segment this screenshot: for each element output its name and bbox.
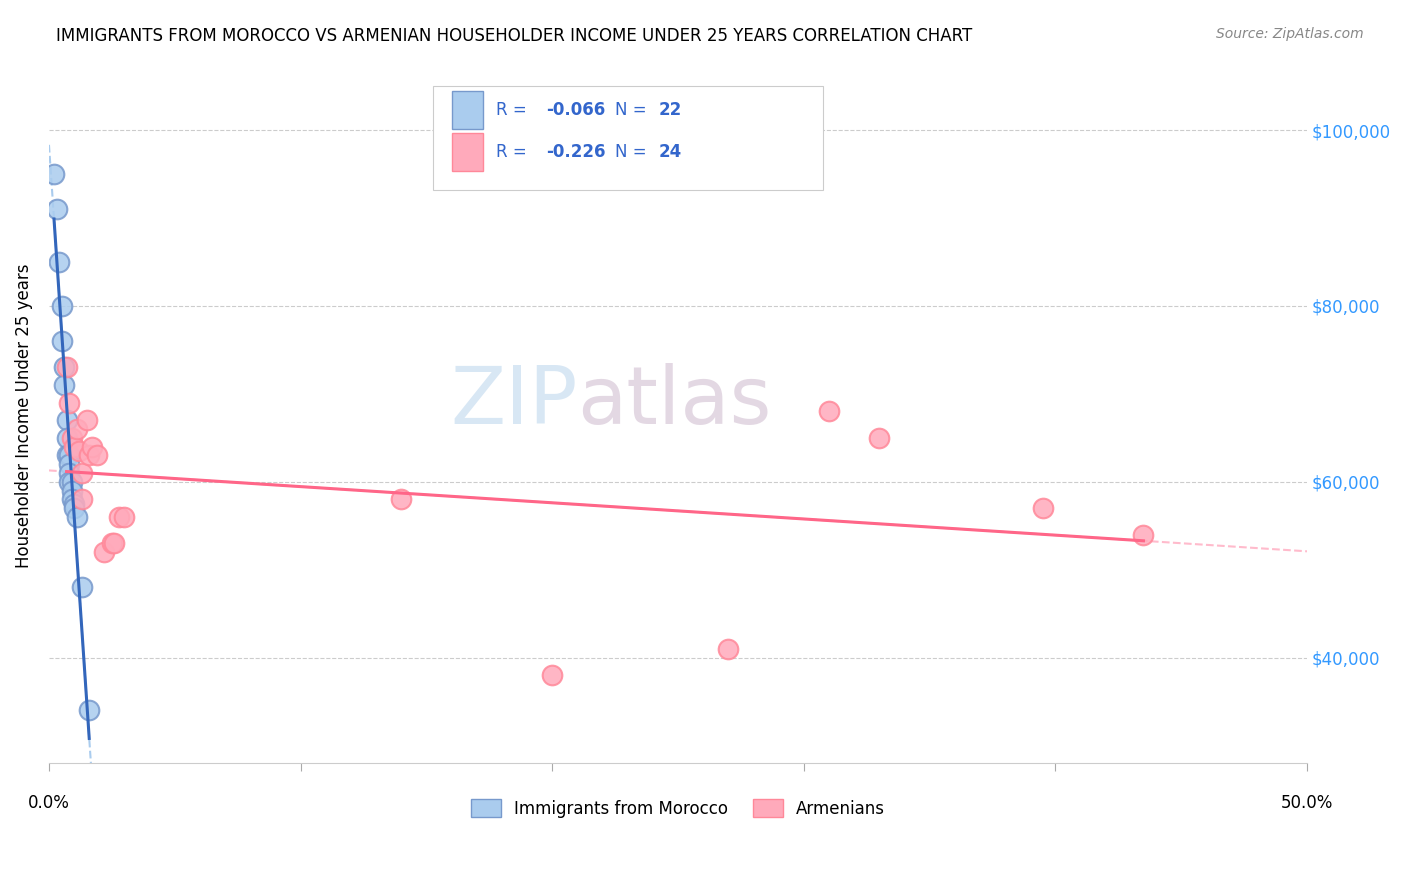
Point: [101, 536, 124, 550]
Text: N =: N =: [614, 143, 652, 161]
Text: Source: ZipAtlas.com: Source: ZipAtlas.com: [1216, 27, 1364, 41]
FancyBboxPatch shape: [433, 86, 823, 190]
Point: [55, 431, 77, 445]
Point: [1032, 501, 1054, 516]
Text: -0.226: -0.226: [546, 143, 606, 161]
Point: [868, 431, 890, 445]
Point: [51, 334, 73, 348]
Text: 22: 22: [659, 101, 682, 120]
Point: [114, 510, 136, 524]
Point: [70, 492, 93, 507]
Point: [108, 510, 131, 524]
Point: [58, 466, 80, 480]
Point: [60, 431, 83, 445]
Point: [48, 255, 70, 269]
Point: [58, 475, 80, 489]
Point: [63, 497, 86, 511]
Point: [55, 449, 77, 463]
Text: R =: R =: [495, 143, 531, 161]
Point: [70, 580, 93, 594]
Text: atlas: atlas: [578, 363, 772, 441]
Point: [58, 457, 80, 471]
Text: N =: N =: [614, 101, 652, 120]
Text: IMMIGRANTS FROM MOROCCO VS ARMENIAN HOUSEHOLDER INCOME UNDER 25 YEARS CORRELATIO: IMMIGRANTS FROM MOROCCO VS ARMENIAN HOUS…: [56, 27, 973, 45]
Text: R =: R =: [495, 101, 531, 120]
Point: [58, 395, 80, 409]
Point: [103, 536, 125, 550]
Point: [80, 440, 103, 454]
Point: [58, 449, 80, 463]
Point: [77, 449, 100, 463]
Point: [63, 440, 86, 454]
Text: 24: 24: [659, 143, 682, 161]
Point: [93, 545, 115, 559]
Point: [53, 360, 76, 375]
Text: 0.0%: 0.0%: [28, 794, 70, 812]
Point: [55, 413, 77, 427]
Point: [541, 668, 564, 682]
Point: [63, 501, 86, 516]
Legend: Immigrants from Morocco, Armenians: Immigrants from Morocco, Armenians: [464, 793, 891, 824]
Point: [70, 466, 93, 480]
Point: [60, 475, 83, 489]
Point: [53, 378, 76, 392]
Point: [45, 202, 67, 217]
Point: [76, 413, 98, 427]
Point: [55, 360, 77, 375]
Point: [66, 422, 89, 436]
Bar: [451, 91, 484, 129]
Text: -0.066: -0.066: [546, 101, 605, 120]
Point: [389, 492, 412, 507]
Text: ZIP: ZIP: [450, 363, 578, 441]
Point: [86, 449, 108, 463]
Point: [67, 444, 90, 458]
Point: [60, 492, 83, 507]
Point: [717, 641, 740, 656]
Point: [66, 510, 89, 524]
Text: 50.0%: 50.0%: [1281, 794, 1333, 812]
Point: [60, 483, 83, 498]
Y-axis label: Householder Income Under 25 years: Householder Income Under 25 years: [15, 263, 32, 568]
Point: [818, 404, 841, 418]
Bar: [451, 133, 484, 171]
Point: [77, 703, 100, 717]
Point: [42, 167, 65, 181]
Point: [1132, 527, 1154, 541]
Point: [51, 299, 73, 313]
